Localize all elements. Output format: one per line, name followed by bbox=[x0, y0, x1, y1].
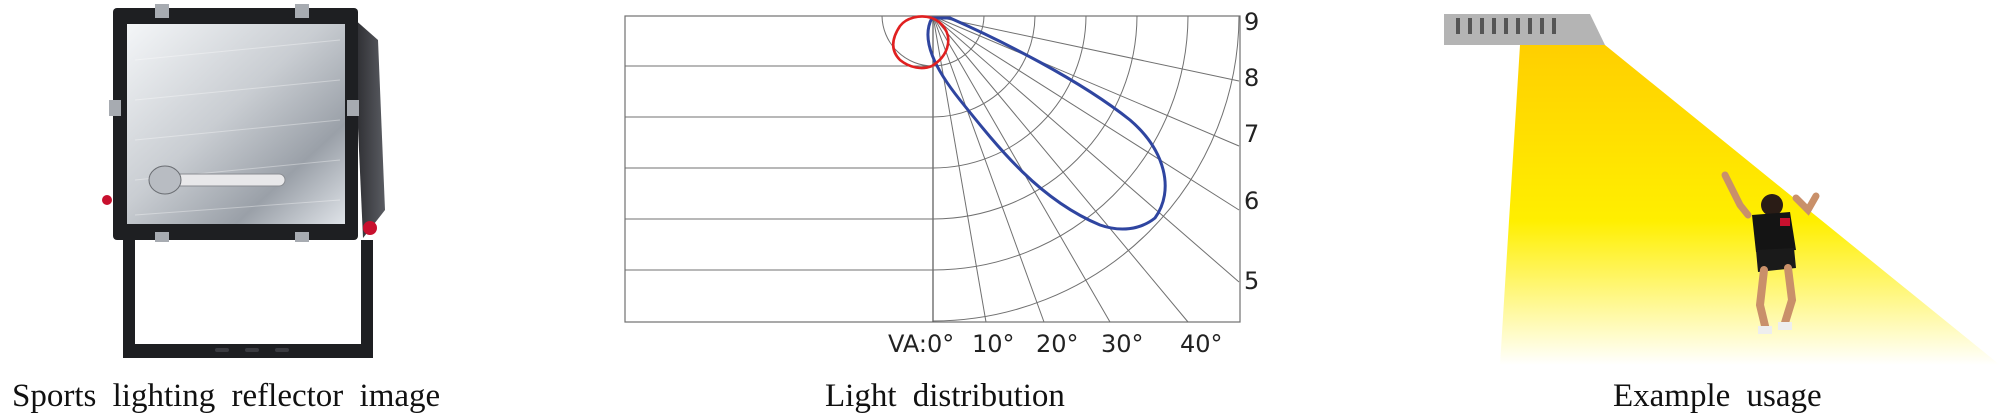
caption-usage: Example usage bbox=[1613, 378, 1822, 414]
axis-label-20: 20° bbox=[1036, 330, 1079, 358]
caption-distribution: Light distribution bbox=[825, 378, 1065, 414]
fixture-led-slots bbox=[1456, 18, 1556, 34]
reflector-image bbox=[95, 0, 405, 365]
reflector-glass bbox=[127, 24, 345, 224]
main-distribution-curve bbox=[926, 16, 1167, 231]
clip bbox=[155, 232, 169, 242]
clip bbox=[295, 4, 309, 18]
fixture-body bbox=[1444, 14, 1605, 45]
athlete-figure bbox=[1721, 171, 1820, 334]
axis-label-30: 30° bbox=[1101, 330, 1144, 358]
example-usage-illustration bbox=[1440, 0, 2000, 365]
lamp-tube bbox=[164, 173, 286, 187]
left-grid-lines bbox=[625, 65, 933, 271]
radial-spokes bbox=[932, 15, 1240, 323]
mounting-bracket bbox=[123, 240, 373, 358]
lamp-socket bbox=[148, 165, 182, 195]
housing-side bbox=[353, 18, 385, 238]
axis-label-va0: VA:0° bbox=[888, 330, 954, 358]
axis-label-40: 40° bbox=[1180, 330, 1223, 358]
distribution-chart: 90° 80° 70° 60° 50° VA:0° 10° 20° 30° 40… bbox=[624, 8, 1287, 358]
angle-label-60: 60° bbox=[1244, 187, 1260, 215]
clip bbox=[155, 4, 169, 18]
arc-grid bbox=[881, 15, 1240, 322]
floodlight-illustration bbox=[102, 4, 385, 358]
angle-label-90: 90° bbox=[1244, 8, 1260, 36]
axis-label-10: 10° bbox=[972, 330, 1015, 358]
light-beam bbox=[1500, 45, 2000, 365]
bracket-holes bbox=[215, 348, 289, 352]
secondary-distribution-curve bbox=[891, 15, 933, 70]
angle-label-70: 70° bbox=[1244, 120, 1260, 148]
clip bbox=[109, 100, 121, 116]
adjust-knob bbox=[363, 221, 377, 235]
clip bbox=[347, 100, 359, 116]
angle-label-80: 80° bbox=[1244, 64, 1260, 92]
light-distribution-diagram: 90° 80° 70° 60° 50° VA:0° 10° 20° 30° 40… bbox=[620, 0, 1287, 365]
usage-scene bbox=[1444, 14, 2000, 365]
clip bbox=[295, 232, 309, 242]
secondary-distribution-curve-right bbox=[931, 16, 950, 68]
caption-reflector: Sports lighting reflector image bbox=[12, 378, 441, 414]
angle-label-50: 50° bbox=[1244, 267, 1260, 295]
adjust-knob bbox=[102, 195, 112, 205]
